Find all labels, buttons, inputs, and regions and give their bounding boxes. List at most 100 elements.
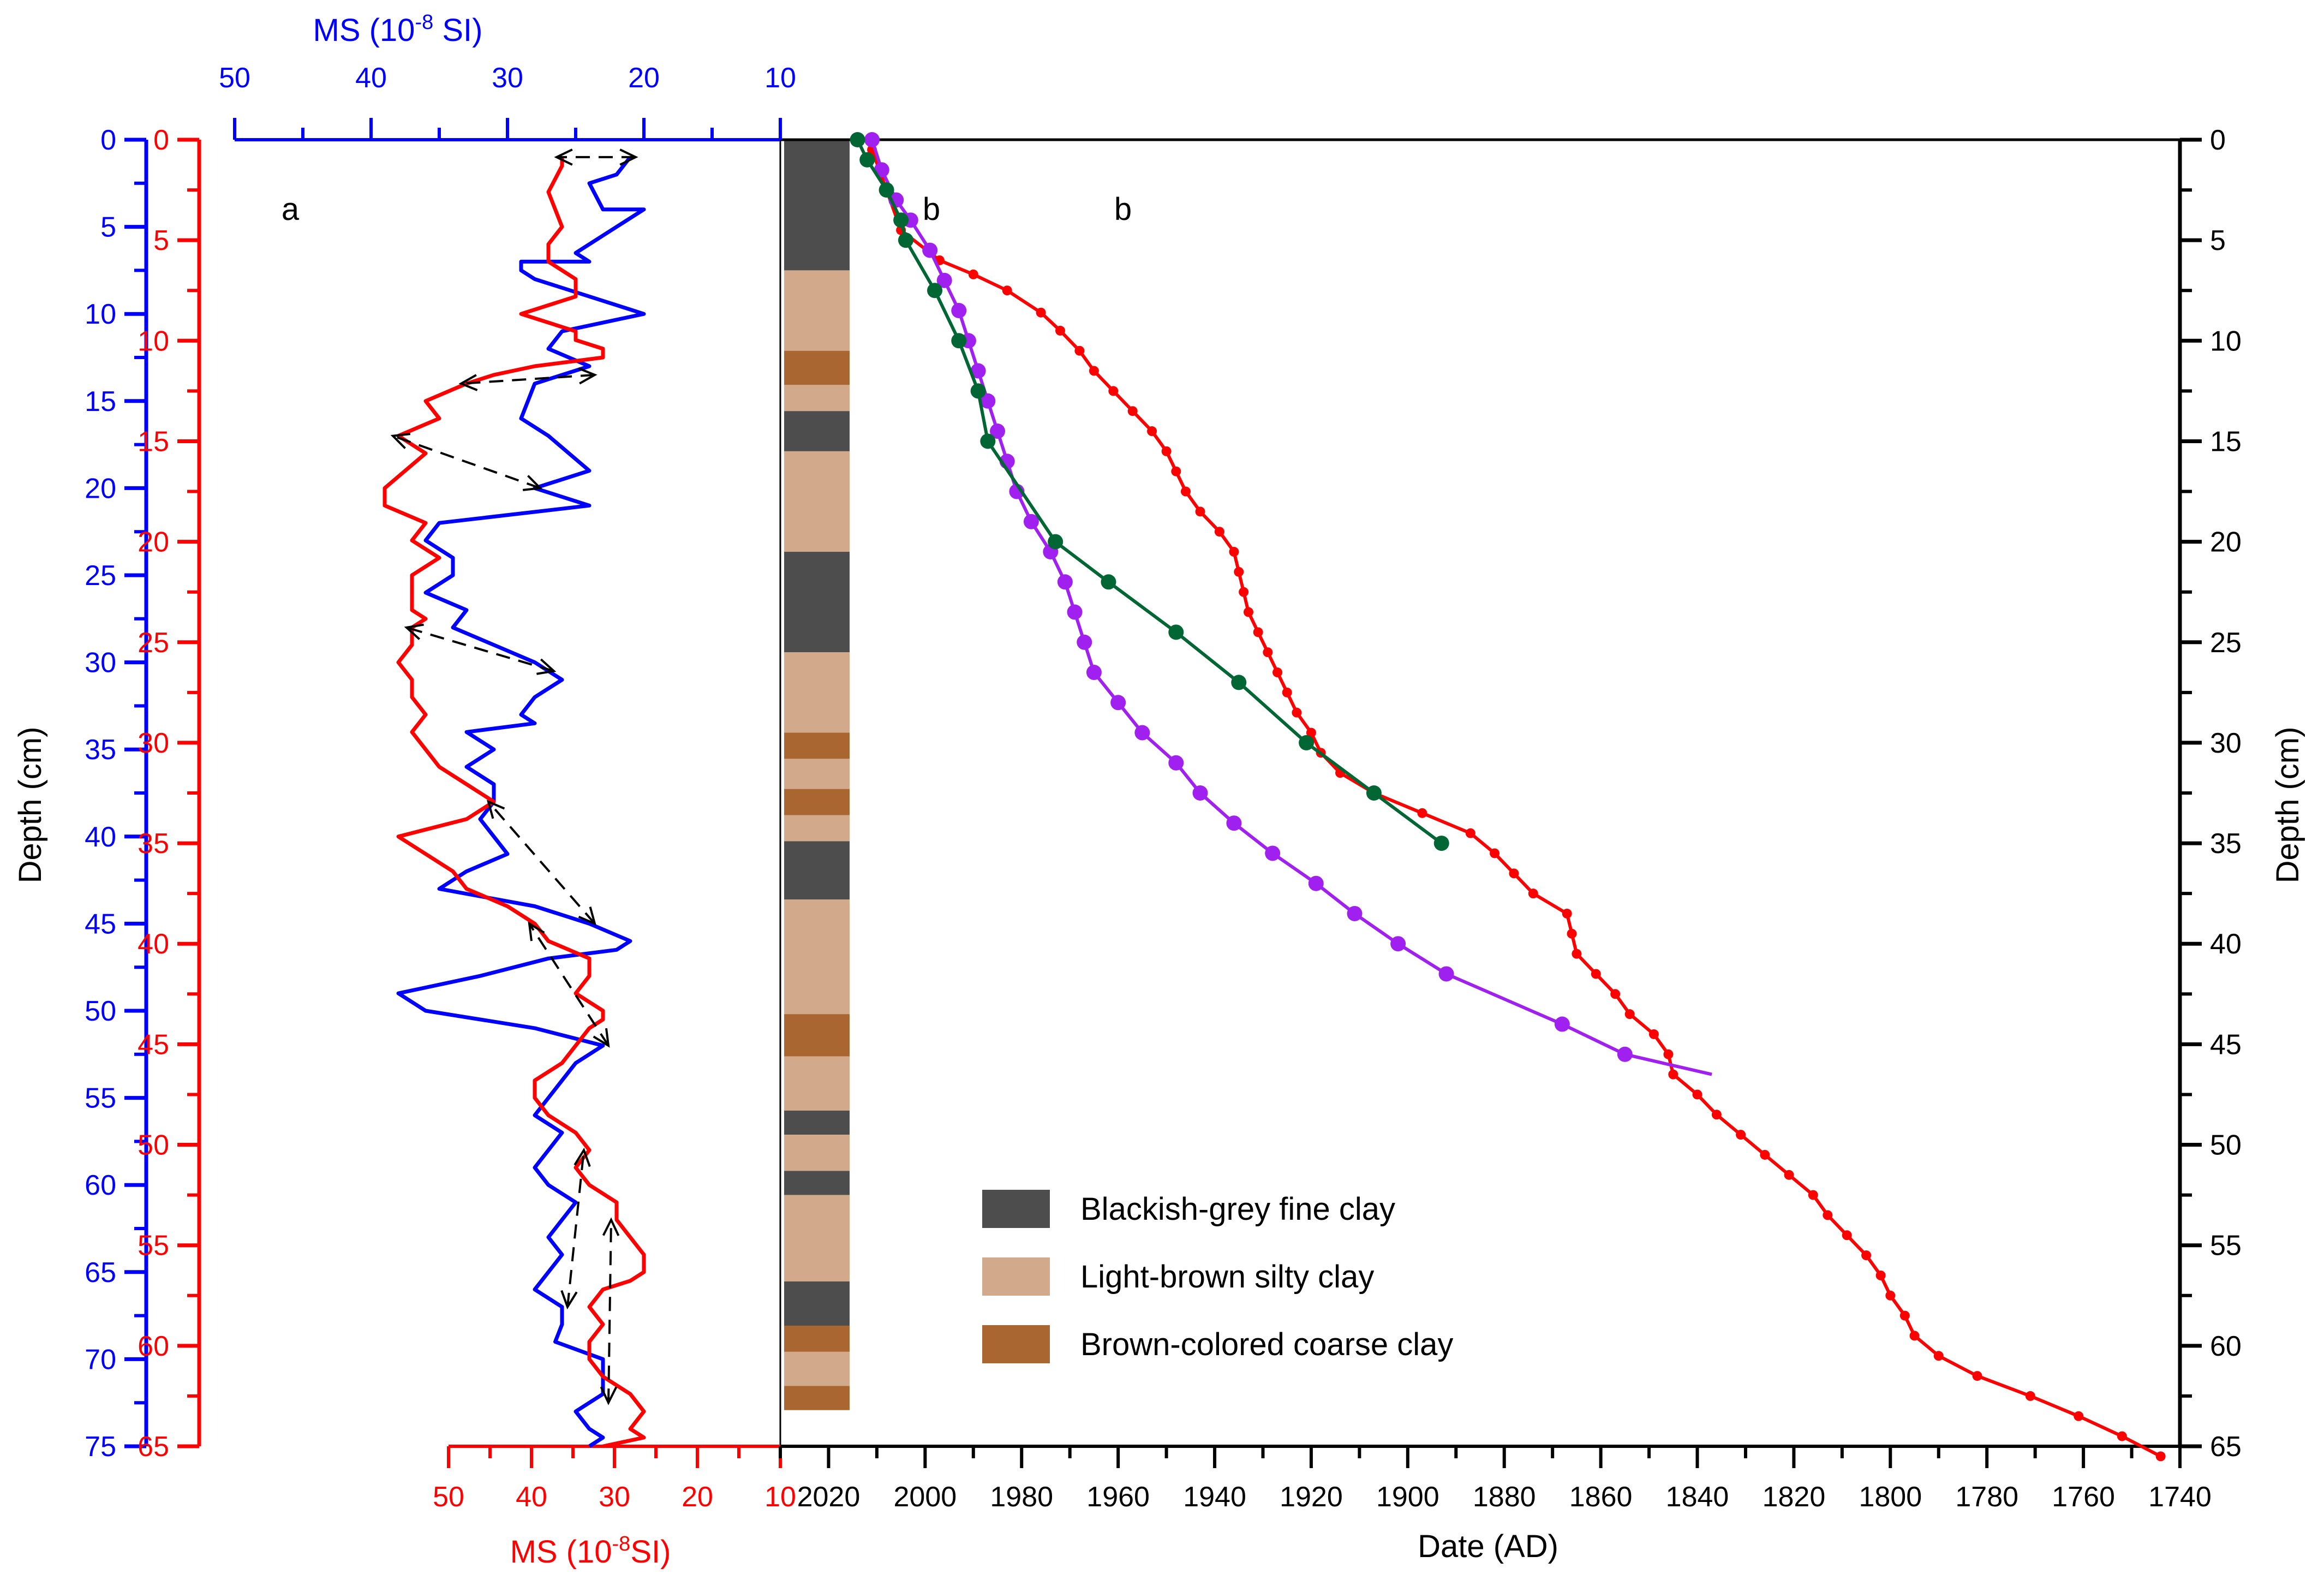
- data-point: [1265, 845, 1281, 861]
- bottom-ms-axis: 50 40 30 20 10: [433, 1445, 796, 1513]
- data-point: [1528, 889, 1538, 899]
- correlation-line: [406, 626, 554, 672]
- data-point: [1861, 1250, 1872, 1261]
- data-point: [980, 433, 996, 449]
- tick-label: 25: [138, 627, 169, 659]
- arrow-head-right: [602, 1217, 620, 1236]
- arrow-head-left: [578, 907, 597, 926]
- tick-label: 70: [85, 1344, 116, 1375]
- data-point: [1002, 285, 1012, 296]
- tick-label: 25: [2210, 627, 2242, 659]
- lith-layer-dark: [784, 140, 850, 271]
- lith-layer-light: [784, 652, 850, 733]
- tick-label: 1860: [1569, 1481, 1633, 1513]
- tick-label: 25: [85, 560, 116, 592]
- data-point: [1933, 1351, 1944, 1361]
- arrow-head-right: [458, 374, 478, 391]
- tick-label: 55: [2210, 1230, 2242, 1262]
- tick-label: 1740: [2148, 1481, 2212, 1513]
- data-point: [1390, 936, 1406, 952]
- purple-date-series: [864, 132, 1712, 1076]
- arrow-head-right: [390, 433, 411, 449]
- tick-label: 35: [138, 828, 169, 860]
- tick-label: 30: [138, 728, 169, 759]
- data-point: [1067, 604, 1083, 620]
- data-point: [1308, 875, 1324, 891]
- tick-label: 55: [138, 1230, 169, 1262]
- data-point: [1572, 949, 1582, 959]
- data-point: [1036, 307, 1046, 318]
- tick-label: 60: [138, 1331, 169, 1362]
- tick-label: 30: [492, 62, 523, 94]
- tick-label: 60: [2210, 1331, 2242, 1362]
- data-point: [1057, 574, 1073, 590]
- lith-layer-light: [784, 1351, 850, 1386]
- panel-b-label: b: [1114, 192, 1132, 227]
- tick-label: 20: [682, 1481, 713, 1513]
- lith-layer-light: [784, 1056, 850, 1111]
- purple-date-series-line: [870, 139, 1712, 1076]
- data-point: [2155, 1451, 2166, 1462]
- data-point: [1161, 446, 1172, 456]
- lith-layer-light: [784, 270, 850, 351]
- data-point: [1306, 728, 1316, 738]
- data-point: [968, 269, 978, 279]
- tick-label: 65: [2210, 1431, 2242, 1463]
- red-depth-axis: 0 5 10 15 20 25 30 35 40 45 50 55 60 65: [138, 124, 201, 1463]
- data-point: [1842, 1230, 1852, 1241]
- tick-label: 30: [85, 647, 116, 679]
- data-point: [1089, 366, 1099, 376]
- tick-label: 1980: [990, 1481, 1053, 1513]
- tick-label: 50: [433, 1481, 464, 1513]
- data-point: [1077, 634, 1092, 650]
- data-point: [2025, 1391, 2035, 1401]
- tick-label: 1760: [2052, 1481, 2115, 1513]
- data-point: [1048, 534, 1064, 550]
- data-point: [1253, 627, 1263, 637]
- tick-label: 1960: [1086, 1481, 1150, 1513]
- correlation-line: [392, 434, 541, 490]
- data-point: [1108, 386, 1119, 396]
- data-point: [1086, 665, 1102, 681]
- arrow-head-right: [486, 800, 505, 819]
- right-depth-axis: 0 5 10 15 20 25 30 35 40 45 50 55 60 65: [2178, 124, 2242, 1463]
- arrow-head-left: [522, 475, 543, 491]
- tick-label: 0: [153, 124, 169, 156]
- lith-layer-coarse: [784, 1386, 850, 1410]
- data-point: [1055, 325, 1065, 336]
- tick-label: 75: [85, 1431, 116, 1463]
- tick-label: 1800: [1859, 1481, 1922, 1513]
- data-point: [1110, 695, 1126, 711]
- correlation-arrows: [390, 148, 638, 1405]
- bottom-axis-title: MS (10-8SI): [510, 1533, 671, 1570]
- tick-label: 40: [138, 928, 169, 960]
- top-axis-title: MS (10-8 SI): [313, 11, 483, 48]
- left-axis-title: Depth (cm): [13, 727, 48, 884]
- correlation-line: [607, 1220, 612, 1403]
- tick-label: 15: [85, 386, 116, 418]
- tick-label: 35: [2210, 828, 2242, 860]
- data-point: [864, 132, 880, 147]
- tick-label: 0: [2210, 124, 2226, 156]
- tick-label: 40: [2210, 928, 2242, 960]
- lithology-column: [784, 140, 850, 1410]
- data-point: [1736, 1130, 1746, 1140]
- data-point: [1168, 624, 1184, 640]
- legend-swatch: [982, 1190, 1050, 1228]
- lith-layer-dark: [784, 841, 850, 900]
- data-point: [970, 383, 986, 399]
- lith-layer-light: [784, 451, 850, 552]
- tick-label: 20: [2210, 527, 2242, 558]
- data-point: [1823, 1210, 1833, 1220]
- tick-label: 1920: [1280, 1481, 1343, 1513]
- data-point: [1127, 406, 1138, 416]
- data-point: [1231, 675, 1247, 690]
- lith-layer-dark: [784, 1110, 850, 1135]
- lith-layer-light: [784, 759, 850, 789]
- data-point: [1909, 1331, 1920, 1341]
- arrow-head-left: [578, 367, 598, 385]
- tick-label: 30: [599, 1481, 630, 1513]
- panel-b-marker-label: b: [923, 192, 940, 227]
- top-ms-axis: 50 40 30 20 10: [219, 62, 796, 141]
